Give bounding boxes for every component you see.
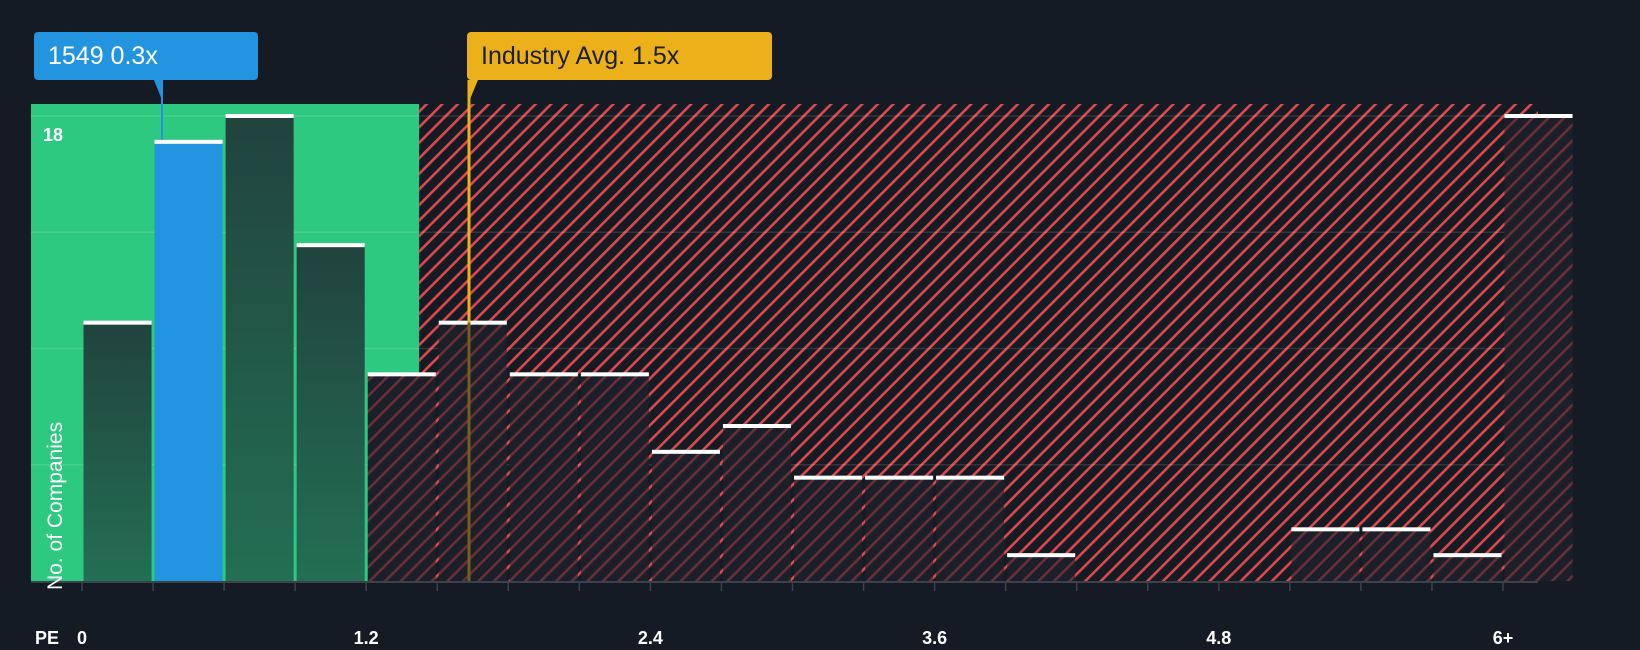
x-tick-label: 0 [76, 628, 88, 648]
industry-pointer-tip [468, 80, 478, 104]
histogram-bar [367, 374, 436, 581]
histogram-bar [1291, 529, 1360, 581]
industry-line-shade [467, 322, 471, 581]
histogram-bar [794, 477, 863, 581]
bar-top-marker [1362, 527, 1431, 532]
x-tick-label: 3.6 [922, 628, 948, 648]
histogram-bar [1433, 555, 1502, 581]
histogram-bar [722, 426, 791, 581]
histogram-bars [83, 114, 1573, 582]
y-axis-label: No. of Companies [44, 421, 67, 590]
x-tick-label: 4.8 [1206, 628, 1232, 648]
company-bar [154, 141, 223, 582]
histogram-bar [509, 374, 578, 581]
bar-top-marker [865, 475, 934, 480]
bar-top-marker [296, 243, 365, 248]
bar-top-marker [1007, 553, 1076, 558]
x-tick-label: 1.2 [353, 628, 379, 648]
bar-top-marker [367, 372, 436, 377]
bar-top-marker [651, 449, 720, 454]
histogram-bar [1007, 555, 1076, 581]
histogram-bar [438, 322, 507, 581]
markers [154, 80, 478, 581]
bar-top-marker [509, 372, 578, 377]
bar-top-marker [83, 320, 152, 325]
bar-top-marker [722, 424, 791, 428]
histogram-bar [83, 322, 152, 581]
histogram-bar [651, 451, 720, 581]
y-tick-18: 18 [43, 125, 64, 145]
histogram-bar [865, 477, 934, 581]
bar-top-marker [1433, 553, 1502, 558]
bar-top-marker [580, 372, 649, 377]
histogram-bar [296, 245, 365, 581]
histogram-bar [1362, 529, 1431, 581]
x-tick-label: 6+ [1492, 628, 1514, 648]
x-axis [31, 581, 1538, 591]
bar-top-marker [154, 139, 223, 144]
histogram-bar [1504, 116, 1573, 581]
bar-top-marker [438, 320, 507, 325]
x-axis-prefix: PE [35, 628, 60, 648]
bar-top-marker [1504, 114, 1573, 118]
bar-top-marker [1291, 527, 1360, 532]
bar-top-marker [794, 475, 863, 480]
histogram-bar [225, 116, 294, 581]
industry-average-callout: Industry Avg. 1.5x [467, 32, 772, 80]
company-pe-callout: 1549 0.3x [34, 32, 258, 80]
histogram-bar [936, 477, 1005, 581]
histogram-bar [580, 374, 649, 581]
company-pointer-tip [154, 80, 162, 100]
x-tick-label: 2.4 [637, 628, 663, 648]
bar-top-marker [936, 475, 1005, 480]
bar-top-marker [225, 114, 294, 118]
